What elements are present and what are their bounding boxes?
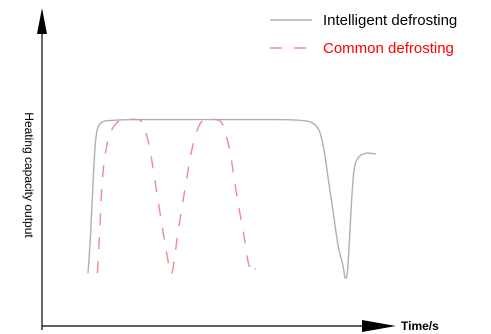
- x-axis-label: Time/s: [401, 319, 439, 333]
- x-axis-arrow: [362, 320, 396, 332]
- series-line-common-defrosting: [96, 118, 257, 275]
- y-axis-arrow: [37, 8, 47, 34]
- legend-label-intelligent-defrosting: Intelligent defrosting: [323, 12, 457, 29]
- legend-label-common-defrosting: Common defrosting: [323, 40, 454, 57]
- y-axis-label: Heating capacity output: [22, 112, 36, 238]
- legend: Intelligent defrosting Common defrosting: [270, 12, 457, 57]
- series-line-intelligent-defrosting: [87, 118, 376, 279]
